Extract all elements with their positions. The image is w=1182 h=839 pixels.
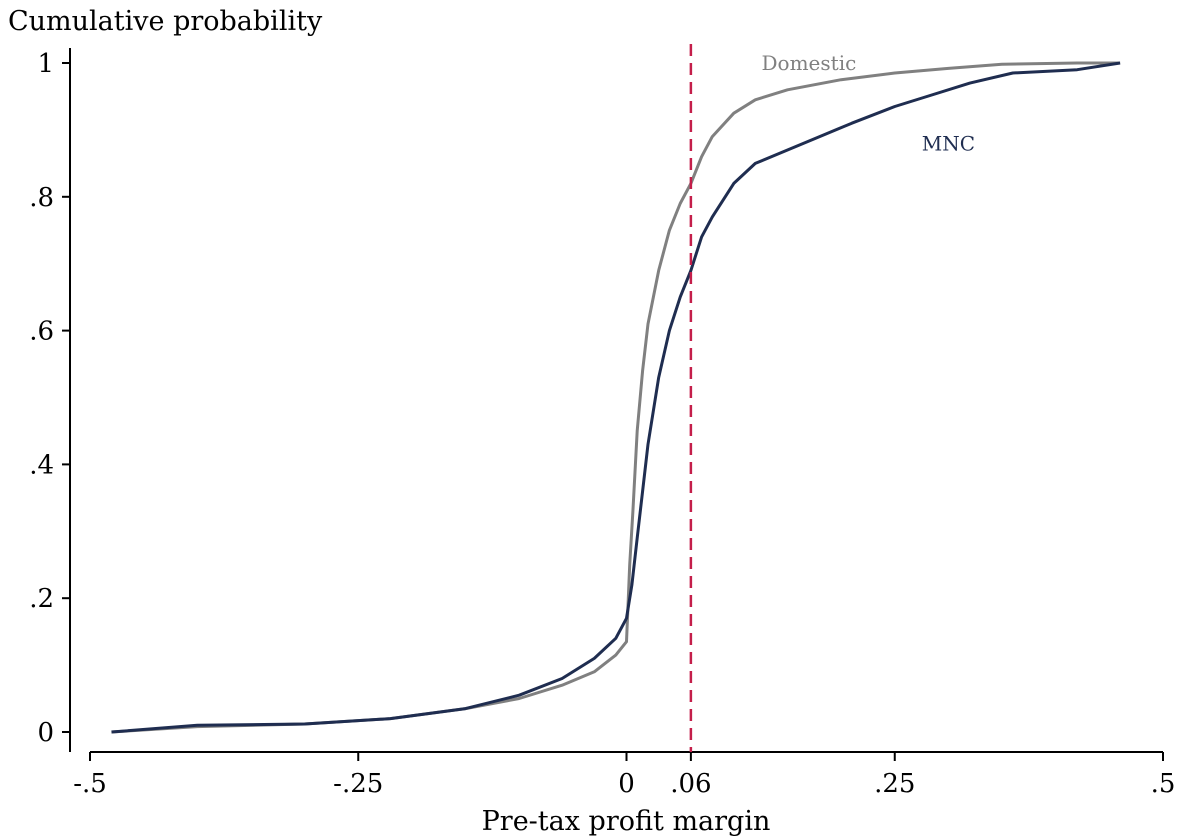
x-axis-title: Pre-tax profit margin bbox=[482, 806, 771, 837]
y-tick-label: .2 bbox=[29, 584, 54, 614]
x-tick-label: .25 bbox=[874, 769, 915, 799]
x-tick-label: .06 bbox=[670, 769, 711, 799]
series-labels: Domestic MNC bbox=[762, 51, 976, 155]
y-tick-label: 1 bbox=[37, 49, 54, 79]
y-axis-title: Cumulative probability bbox=[8, 6, 323, 37]
y-tick-label: .4 bbox=[29, 450, 54, 480]
series-line-mnc bbox=[111, 61, 1121, 734]
x-tick-label: -.25 bbox=[333, 769, 383, 799]
y-tick-label: .6 bbox=[29, 317, 54, 347]
y-tick-label: .8 bbox=[29, 183, 54, 213]
y-ticks: 0 .2 .4 .6 .8 1 bbox=[29, 49, 70, 748]
x-tick-label: -.5 bbox=[73, 769, 107, 799]
y-tick-label: 0 bbox=[37, 718, 54, 748]
series-line-domestic bbox=[111, 61, 1121, 734]
x-tick-label: 0 bbox=[618, 769, 635, 799]
series-label-mnc: MNC bbox=[922, 131, 975, 155]
x-tick-label: .5 bbox=[1151, 769, 1176, 799]
series-group bbox=[111, 61, 1121, 734]
axes bbox=[69, 48, 1163, 753]
series-label-domestic: Domestic bbox=[762, 51, 857, 75]
x-ticks: -.5 -.25 0 .06 .25 .5 bbox=[73, 752, 1175, 799]
